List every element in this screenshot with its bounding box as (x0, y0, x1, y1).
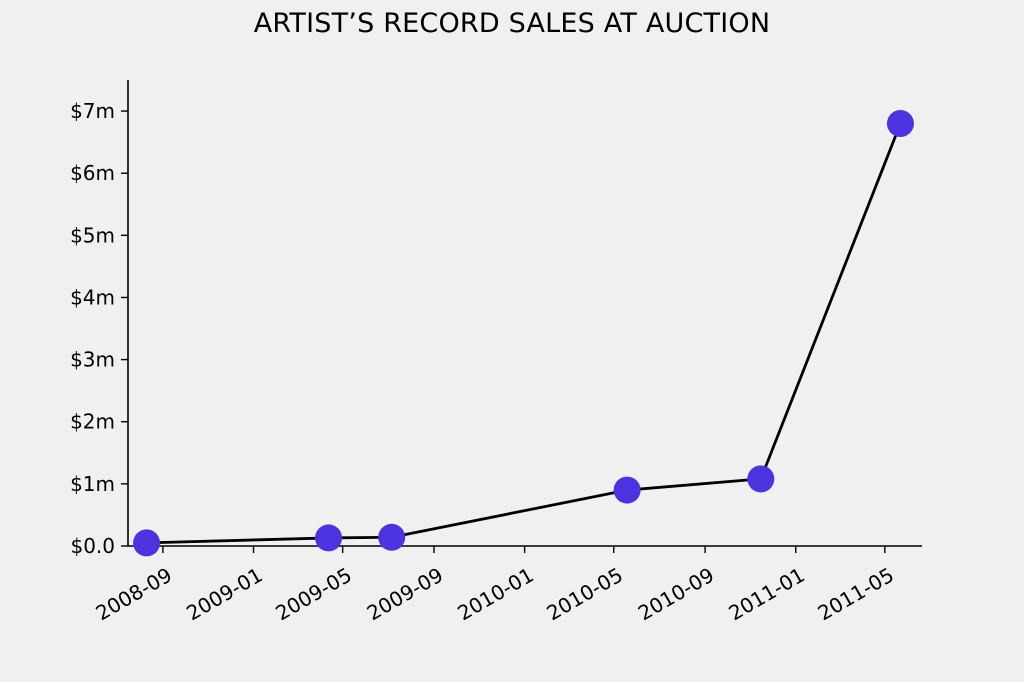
x-tick-label: 2010-05 (542, 563, 626, 626)
data-point (378, 523, 406, 551)
data-point (315, 524, 343, 552)
y-tick-label: $0.0 (70, 534, 115, 558)
y-tick-label: $7m (70, 99, 115, 123)
x-tick-label: 2009-05 (271, 563, 355, 626)
x-tick-label: 2008-09 (92, 563, 176, 626)
data-point (747, 465, 775, 493)
y-tick-label: $1m (70, 472, 115, 496)
y-tick-label: $4m (70, 285, 115, 309)
chart-title: ARTIST’S RECORD SALES AT AUCTION (253, 8, 771, 39)
x-tick-label: 2010-01 (453, 563, 537, 626)
x-tick-label: 2009-09 (363, 563, 447, 626)
y-tick-label: $2m (70, 410, 115, 434)
data-point (133, 529, 161, 557)
data-point (613, 476, 641, 504)
y-tick-label: $6m (70, 161, 115, 185)
x-tick-label: 2010-09 (634, 563, 718, 626)
y-tick-label: $5m (70, 223, 115, 247)
data-point (886, 109, 914, 137)
x-tick-label: 2009-01 (182, 563, 266, 626)
y-tick-label: $3m (70, 348, 115, 372)
x-tick-label: 2011-01 (724, 563, 808, 626)
x-tick-label: 2011-05 (814, 563, 898, 626)
series-line (146, 122, 902, 545)
